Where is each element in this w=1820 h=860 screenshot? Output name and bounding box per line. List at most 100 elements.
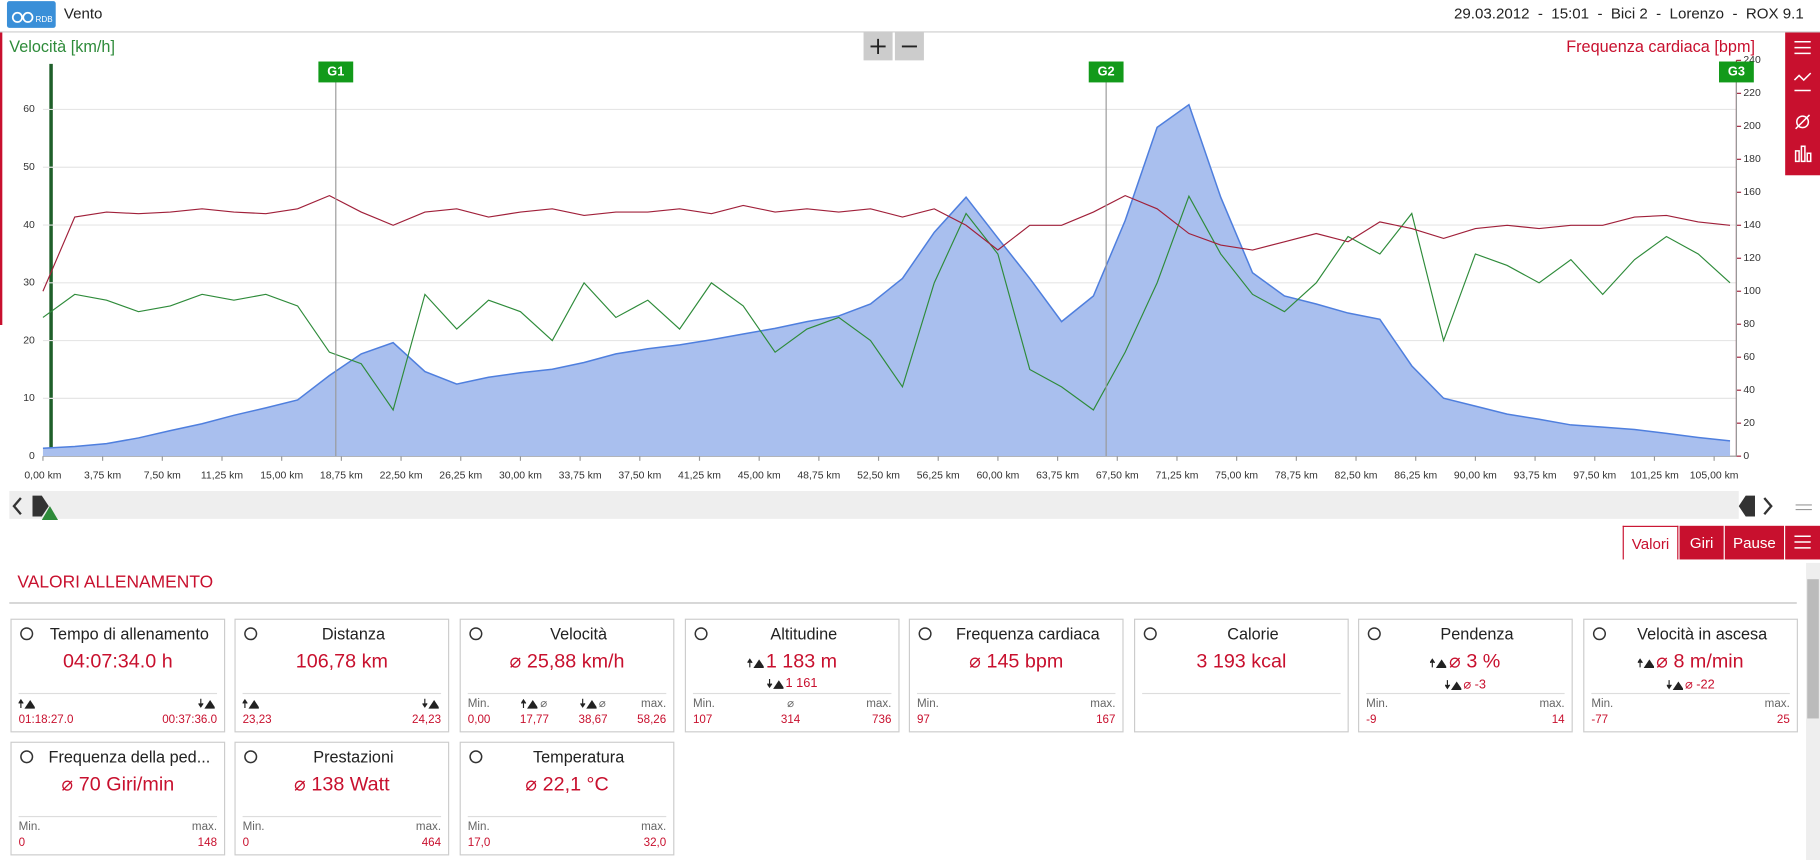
card-main-text: 106,78 km <box>295 649 388 673</box>
card-main-text: ⌀ 25,88 km/h <box>509 649 625 673</box>
card-stats: Min. 97 max. 167 <box>917 696 1115 728</box>
stat-label: max. <box>1539 696 1564 712</box>
card-divider <box>916 692 1116 695</box>
scrollbar[interactable] <box>9 490 1739 519</box>
card-stat: 24,23 <box>412 696 441 728</box>
stat-label-text: max. <box>641 820 667 834</box>
card-main-value: 3 193 kcal <box>1135 650 1347 673</box>
stat-label <box>18 696 38 712</box>
x-tick-label: 37,50 km <box>618 471 661 482</box>
logo-text: RDB <box>36 15 53 24</box>
y-axis-label[interactable]: Velocità [km/h] <box>9 37 115 56</box>
stat-value: 97 <box>916 713 930 727</box>
page-scrollbar[interactable] <box>1806 562 1820 860</box>
card-stat: max. 736 <box>866 696 891 728</box>
app-title: Vento <box>63 4 103 23</box>
stat-value: 25 <box>1776 713 1790 727</box>
stat-label-text: max. <box>641 697 667 711</box>
x-tick-label: 41,25 km <box>678 471 721 482</box>
x-tick-label: 63,75 km <box>1036 471 1079 482</box>
y2-axis-label[interactable]: Frequenza cardiaca [bpm] <box>1566 37 1755 56</box>
stat-label: Min. <box>468 819 490 835</box>
stat-label: Min. <box>243 819 265 835</box>
tab[interactable]: Pause <box>1724 525 1785 560</box>
card-main-text: ⌀ 145 bpm <box>969 649 1064 673</box>
card-stats: 01:18:27.0 00:37:36.0 <box>18 696 218 728</box>
stat-label-text: max. <box>191 820 218 834</box>
section-divider <box>9 602 1797 604</box>
x-tick-label: 52,50 km <box>857 471 900 482</box>
card-stat: Min. -77 <box>1591 696 1613 728</box>
side-toolbar[interactable] <box>1785 32 1820 176</box>
tab[interactable]: Giri <box>1679 525 1724 560</box>
scroll-position[interactable] <box>41 506 59 520</box>
card-stats: Min. -77 max. 25 <box>1591 696 1789 728</box>
scroll-arrows[interactable] <box>12 497 1773 515</box>
card-divider <box>467 815 667 818</box>
ascent-icon <box>746 657 765 668</box>
card-main-text: 1 183 m <box>765 649 838 673</box>
card-main-value: 106,78 km <box>236 650 448 673</box>
descent-icon <box>422 699 440 710</box>
card-stat: 01:18:27.0 <box>18 696 73 728</box>
stat-card: Frequenza della ped... ⌀ 70 Giri/min Min. 0… <box>10 741 226 856</box>
ascent-icon <box>18 699 36 710</box>
area-fill <box>42 104 1731 457</box>
lap-marker <box>1719 61 1754 83</box>
stat-label-text: Min. <box>18 820 41 834</box>
card-icon <box>469 627 483 641</box>
stat-card: Velocità in ascesa ⌀ 8 m/min ⌀ -22 Min. -77 m… <box>1583 618 1798 733</box>
x-tick-label: 45,00 km <box>738 471 781 482</box>
stat-label-text: Min. <box>1591 697 1614 711</box>
card-sub-value: ⌀ -3 <box>1359 677 1571 692</box>
stat-label: max. <box>192 819 217 835</box>
zoom-buttons[interactable] <box>863 32 924 61</box>
chart: RDB 0 10 20 30 40 50 60 0 20 40 60 80 100 120 140 160 18… <box>0 0 1820 560</box>
card-main-value: ⌀ 25,88 km/h <box>461 650 673 673</box>
card-stat: Min. 107 <box>693 696 715 728</box>
y2-tick-label: 140 <box>1743 220 1761 231</box>
stat-value: 0 <box>242 836 250 850</box>
side-icon <box>1796 115 1810 129</box>
tab[interactable]: Valori <box>1622 525 1679 560</box>
card-stat: max. 148 <box>192 819 217 851</box>
card-main-value: ⌀ 70 Giri/min <box>12 773 224 796</box>
card-stats: Min. -9 max. 14 <box>1366 696 1564 728</box>
x-tick-label: 71,25 km <box>1156 471 1199 482</box>
ascent-icon <box>242 699 260 710</box>
stat-card: Tempo di allenamento 04:07:34.0 h 01:18:27… <box>10 618 226 733</box>
stat-label-text: Min. <box>1366 697 1389 711</box>
card-icon <box>244 750 258 764</box>
series-line <box>42 194 1731 292</box>
descent-icon <box>1444 680 1463 691</box>
resize-grip[interactable] <box>1795 504 1812 511</box>
side-icons <box>1793 41 1812 163</box>
y2-tick-label: 200 <box>1743 121 1761 132</box>
stat-card: Pendenza ⌀ 3 % ⌀ -3 Min. -9 max. 14 <box>1358 618 1573 733</box>
stat-label: Min. <box>1591 696 1613 712</box>
stat-label: ⌀ <box>787 696 794 712</box>
stat-value: 107 <box>692 713 713 727</box>
x-tick-label: 93,75 km <box>1514 471 1557 482</box>
x-tick-label: 97,50 km <box>1573 471 1616 482</box>
card-divider <box>242 815 442 818</box>
logo-icon <box>11 11 23 23</box>
lap-marker <box>318 61 354 83</box>
card-main-text: 04:07:34.0 h <box>62 649 173 673</box>
card-title: Distanza <box>321 624 386 644</box>
page-scroll-thumb[interactable] <box>1807 579 1819 719</box>
stat-value: 0 <box>18 836 26 850</box>
lap-marker-label: G2 <box>1098 63 1115 78</box>
lap-marker <box>1088 61 1124 83</box>
card-title: Frequenza cardiaca <box>955 624 1100 644</box>
stat-value: 148 <box>197 836 218 850</box>
card-stat: ⌀ 17,77 <box>520 696 549 728</box>
stat-label-text: Min. <box>467 820 490 834</box>
stat-card: Altitudine 1 183 m 1 161 Min. 107 ⌀ 314 max. 736 <box>684 618 900 733</box>
stat-value: 00:37:36.0 <box>162 713 218 727</box>
card-stat: Min. 0 <box>243 819 265 851</box>
stat-label: max. <box>641 819 666 835</box>
card-main-value: 1 183 m <box>686 650 898 673</box>
stat-value: -77 <box>1591 713 1609 727</box>
